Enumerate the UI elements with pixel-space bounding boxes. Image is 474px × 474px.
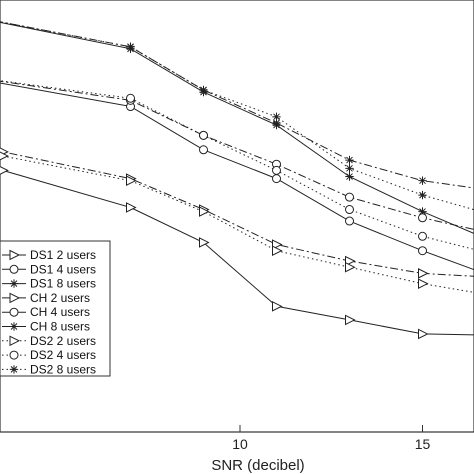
legend-label: CH 8 users xyxy=(30,320,90,334)
data-point xyxy=(418,328,429,340)
x-axis-label: SNR (decibel) xyxy=(211,457,304,474)
legend-entry: DS1 8 users xyxy=(2,277,96,291)
legend-entry: CH 8 users xyxy=(2,320,90,334)
data-point xyxy=(272,174,281,184)
data-point xyxy=(272,112,281,122)
data-point xyxy=(199,206,210,217)
legend-label: DS1 2 users xyxy=(30,248,96,262)
data-point xyxy=(126,175,137,186)
data-point xyxy=(418,213,427,223)
legend-label: DS2 2 users xyxy=(30,334,96,348)
data-point xyxy=(0,165,9,175)
series-7 xyxy=(0,151,474,293)
series-line xyxy=(0,21,474,189)
legend-marker xyxy=(9,279,19,288)
series-line xyxy=(0,82,474,271)
series-8 xyxy=(0,80,474,250)
legend-entry: DS1 2 users xyxy=(2,248,96,262)
series-1 xyxy=(0,165,474,340)
data-point xyxy=(272,245,283,257)
data-point xyxy=(345,216,354,226)
x-tick-label: 15 xyxy=(415,436,431,452)
data-point xyxy=(199,130,208,140)
legend-box xyxy=(0,240,111,377)
data-point xyxy=(418,190,427,200)
legend-entry: DS2 2 users xyxy=(2,334,96,348)
data-point xyxy=(418,268,429,279)
x-tick-label: 10 xyxy=(232,436,248,452)
data-point xyxy=(126,93,135,103)
legend-label: DS1 4 users xyxy=(30,262,96,276)
legend-label: DS1 8 users xyxy=(30,277,96,291)
legend-label: CH 4 users xyxy=(30,305,90,319)
legend-marker xyxy=(9,335,21,347)
data-point xyxy=(199,85,208,95)
legend-marker xyxy=(9,350,19,360)
data-point xyxy=(418,207,427,216)
data-point xyxy=(126,42,135,51)
legend-marker xyxy=(9,292,21,304)
x-axis: 10 15 xyxy=(232,425,430,452)
legend-marker xyxy=(9,307,19,317)
series-line xyxy=(0,80,474,250)
legend-label: DS2 4 users xyxy=(30,348,96,362)
data-point xyxy=(418,176,427,185)
data-point xyxy=(345,314,356,326)
data-point xyxy=(345,192,354,202)
data-point xyxy=(0,151,9,161)
data-point xyxy=(418,246,427,256)
legend-marker xyxy=(9,249,21,261)
data-point xyxy=(272,165,281,175)
legend-label: DS2 8 users xyxy=(30,362,96,376)
data-point xyxy=(345,205,354,215)
series-layer xyxy=(0,21,474,340)
data-point xyxy=(199,237,210,248)
data-point xyxy=(418,231,427,241)
data-point xyxy=(272,301,283,312)
data-point xyxy=(345,155,354,165)
legend-entry: CH 2 users xyxy=(2,291,90,305)
legend-entry: DS2 4 users xyxy=(2,348,96,362)
series-line xyxy=(0,154,474,293)
legend-entry: DS1 4 users xyxy=(2,262,96,276)
data-point xyxy=(418,278,429,289)
data-point xyxy=(345,172,354,181)
legend-marker xyxy=(9,322,19,331)
legend-entry: DS2 8 users xyxy=(2,362,96,376)
data-point xyxy=(126,202,137,213)
series-9 xyxy=(0,21,474,211)
data-point xyxy=(345,261,356,273)
legend-label: CH 2 users xyxy=(30,291,90,305)
series-line xyxy=(0,21,474,234)
data-point xyxy=(345,164,354,173)
legend-marker xyxy=(9,365,19,374)
series-2 xyxy=(0,82,474,271)
legend-marker xyxy=(9,264,19,274)
data-point xyxy=(272,118,281,128)
series-line xyxy=(0,80,474,230)
data-point xyxy=(199,145,208,155)
legend-entry: CH 4 users xyxy=(2,305,90,319)
